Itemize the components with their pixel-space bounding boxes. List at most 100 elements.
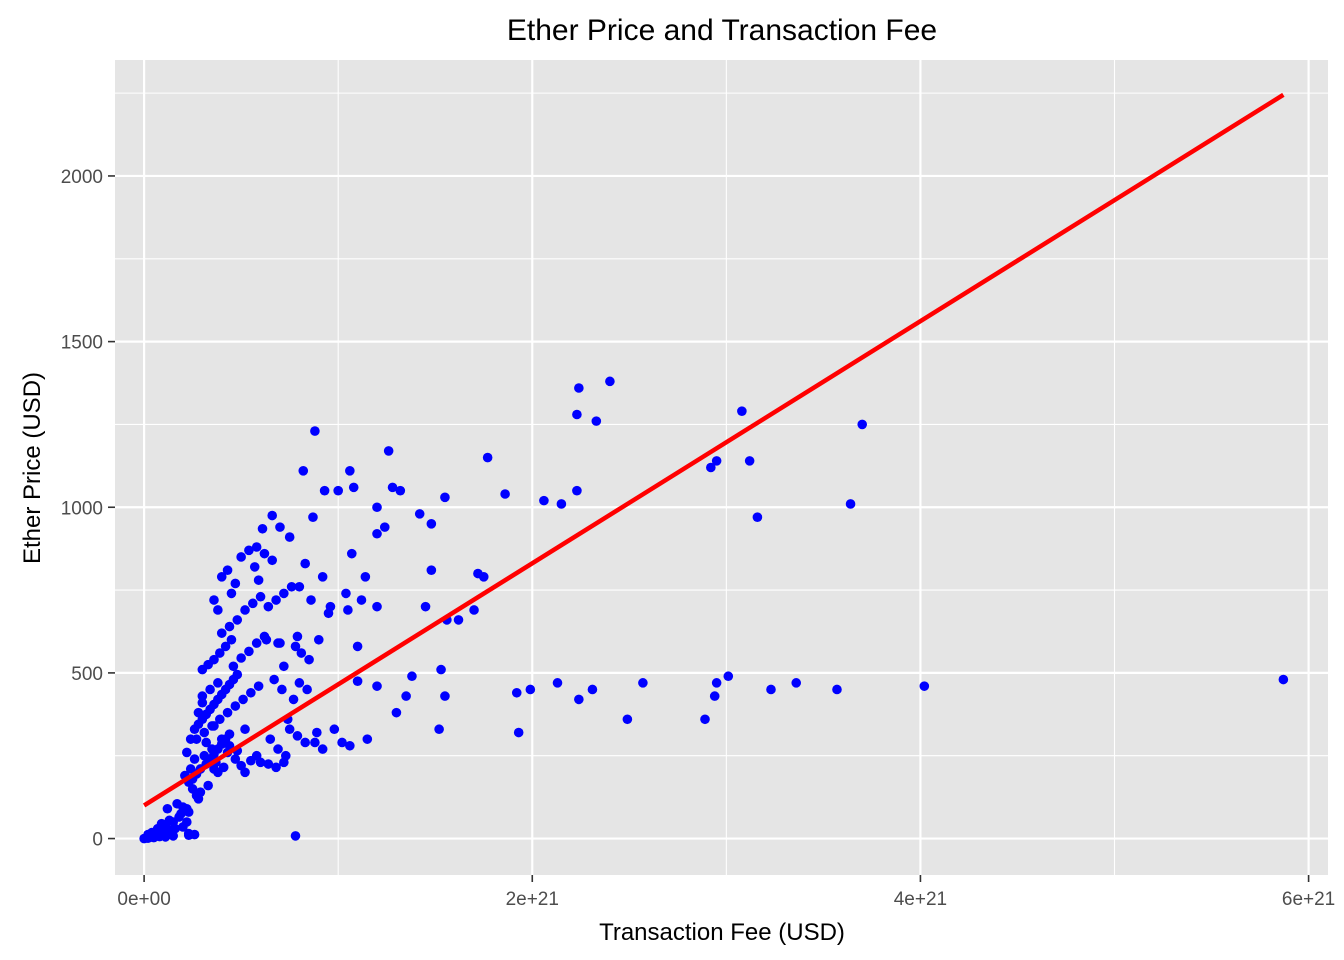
data-point [226, 634, 237, 645]
data-point [294, 581, 305, 592]
data-point [290, 641, 301, 652]
data-point [362, 734, 373, 744]
data-point [172, 798, 182, 809]
data-point [253, 681, 264, 691]
data-point [215, 648, 225, 658]
data-point [277, 684, 287, 695]
x-tick-label: 0e+00 [117, 889, 170, 910]
data-point [275, 522, 285, 532]
data-point [182, 747, 192, 758]
data-point [213, 767, 223, 778]
data-point [216, 572, 227, 582]
data-point [387, 482, 398, 493]
data-point [244, 646, 254, 657]
data-point [700, 714, 710, 725]
data-point [587, 684, 598, 695]
data-point [257, 523, 268, 534]
data-point [791, 678, 802, 688]
y-tick-label: 1000 [61, 498, 103, 519]
data-point [723, 671, 734, 682]
data-point [265, 734, 276, 744]
data-point [271, 595, 281, 605]
data-point [478, 572, 489, 582]
data-point [391, 707, 402, 718]
data-point [183, 828, 194, 839]
data-point [247, 598, 258, 609]
data-point [224, 729, 235, 739]
data-point [360, 572, 371, 582]
x-axis: 0e+00 2e+21 4e+21 6e+21 [117, 875, 1335, 910]
data-point [290, 831, 301, 841]
data-point [302, 684, 312, 695]
data-point [752, 512, 763, 522]
y-axis: 0 500 1000 1500 2000 [61, 167, 115, 851]
trend-line-layer [142, 92, 1285, 808]
x-tick-label: 2e+21 [506, 889, 559, 910]
data-point [191, 790, 202, 801]
data-point [401, 691, 411, 701]
data-point [197, 697, 208, 708]
data-point [572, 409, 582, 420]
data-point [207, 744, 217, 754]
data-point [556, 499, 567, 509]
data-point [622, 714, 633, 725]
data-point [337, 737, 347, 748]
data-point [737, 406, 747, 416]
data-point [317, 572, 328, 582]
data-point [298, 466, 309, 476]
data-point [572, 485, 582, 496]
x-tick-label: 6e+21 [1282, 889, 1335, 910]
data-point [300, 558, 310, 569]
data-point [346, 548, 357, 559]
scatter-points [139, 376, 1289, 844]
data-point [261, 634, 272, 645]
data-point [279, 661, 289, 672]
data-point [209, 721, 219, 731]
data-point [319, 485, 330, 496]
data-point [240, 724, 250, 735]
data-point [591, 416, 602, 426]
data-point [216, 734, 227, 744]
data-point [215, 714, 225, 725]
data-point [434, 724, 444, 735]
data-point [306, 595, 316, 605]
data-point [317, 744, 328, 754]
data-point [323, 608, 334, 619]
data-point [1278, 674, 1289, 685]
data-point [267, 555, 278, 566]
data-point [222, 707, 233, 718]
data-point [453, 615, 464, 625]
data-point [263, 759, 274, 769]
data-point [744, 456, 755, 466]
data-point [352, 676, 363, 686]
data-point [372, 681, 382, 691]
data-point [426, 519, 437, 529]
y-tick-label: 2000 [61, 167, 103, 188]
data-point [147, 827, 157, 838]
data-point [348, 482, 359, 493]
data-point [226, 588, 237, 599]
data-point [253, 575, 264, 585]
data-point [513, 727, 524, 738]
data-point [857, 419, 868, 430]
data-point [232, 615, 243, 625]
data-point [201, 737, 212, 748]
data-point [185, 734, 196, 744]
data-point [255, 757, 266, 768]
data-point [420, 601, 431, 612]
data-point [189, 754, 200, 764]
data-point [525, 684, 536, 695]
data-point [300, 737, 310, 748]
data-point [296, 648, 307, 658]
data-point [294, 678, 305, 688]
data-point [176, 808, 186, 819]
data-point [251, 542, 262, 552]
data-point [440, 691, 450, 701]
x-axis-title: Transaction Fee (USD) [599, 919, 845, 946]
data-point [845, 499, 856, 509]
data-point [310, 737, 320, 748]
data-point [341, 588, 351, 599]
data-point [209, 595, 219, 605]
data-point [230, 701, 241, 711]
